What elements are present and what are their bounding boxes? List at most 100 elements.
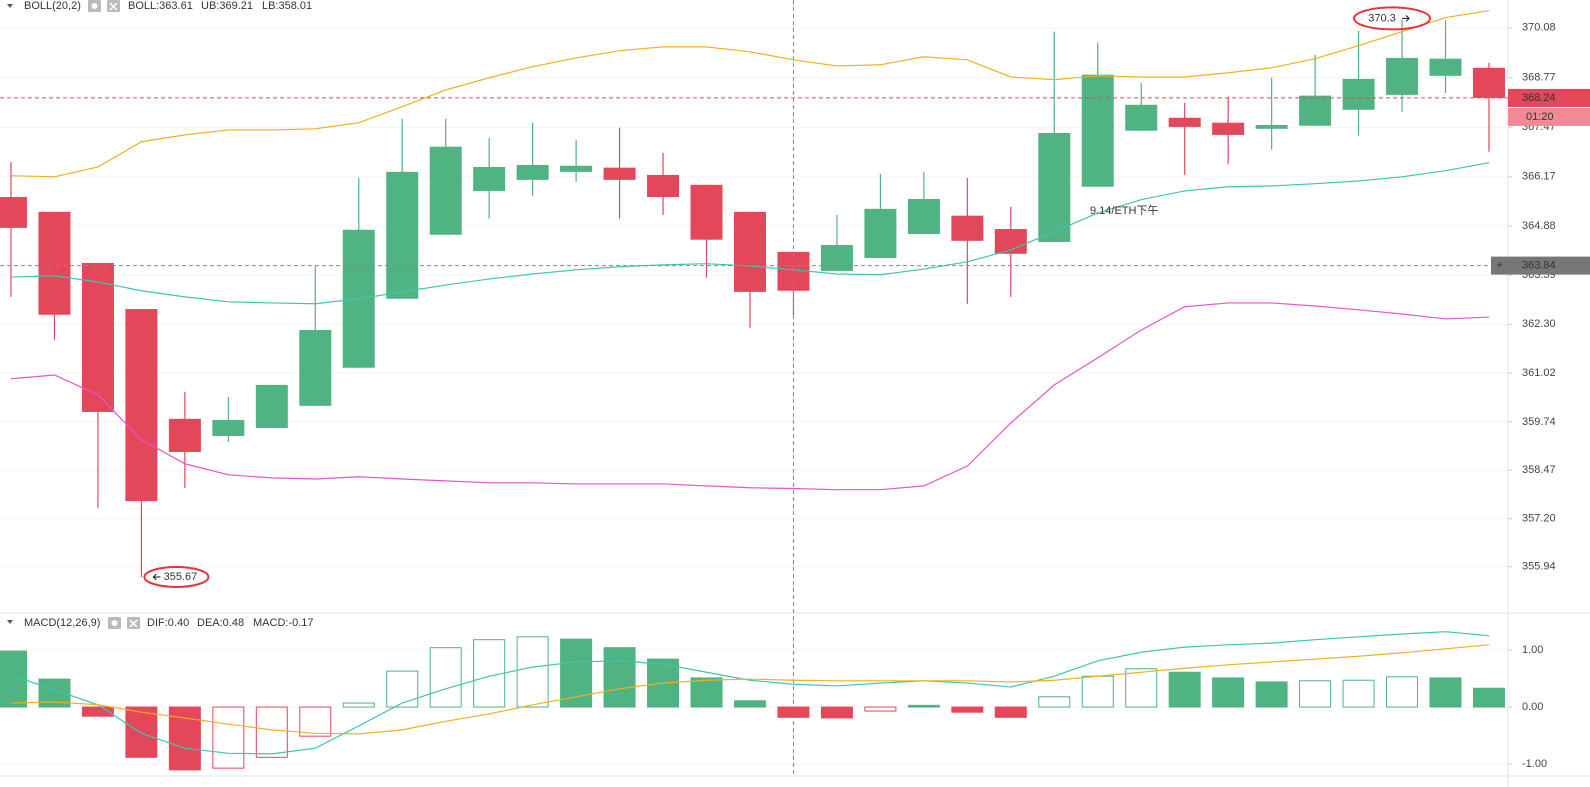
macd-bar <box>0 650 27 708</box>
high-marker-label: 370.3 <box>1368 12 1396 24</box>
low-marker-label: 355.67 <box>164 571 198 583</box>
candle-body <box>168 418 201 452</box>
macd-bar <box>125 706 158 758</box>
close-glyph <box>129 619 138 628</box>
legend-entry: UB:369.21 <box>201 0 253 12</box>
macd-bar <box>1386 676 1419 708</box>
y-tick-label: 370.08 <box>1522 22 1556 34</box>
macd-bar <box>81 706 114 717</box>
macd-bar <box>907 704 940 708</box>
collapse-icon[interactable] <box>7 4 13 8</box>
collapse-icon[interactable] <box>7 620 13 624</box>
legend-entry: BOLL:363.61 <box>128 0 193 12</box>
annotation: 9.14/ETH下午 <box>1090 204 1158 217</box>
indicator-line <box>10 631 1490 755</box>
candle-body <box>820 245 853 271</box>
macd-bar <box>1125 668 1158 708</box>
macd-bar <box>560 638 593 708</box>
candle-body <box>1038 132 1071 242</box>
candle-body <box>516 165 549 180</box>
candle-body <box>1342 78 1375 110</box>
candle-body <box>429 146 462 235</box>
macd-bar <box>1472 687 1505 708</box>
candle-body <box>690 184 723 240</box>
low-marker-arrow <box>152 573 161 581</box>
settings-glyph <box>111 620 118 626</box>
candle-body <box>299 330 332 406</box>
indicator-line <box>10 644 1490 735</box>
macd-bar <box>820 706 853 719</box>
legend-entry: DEA:0.48 <box>197 617 244 629</box>
high-marker-arrow <box>1402 15 1410 22</box>
y-tick-label: 358.47 <box>1522 464 1556 476</box>
macd-bar <box>473 639 506 708</box>
y-tick-label: 366.17 <box>1522 171 1556 183</box>
macd-bar <box>516 636 549 708</box>
y-tick-label: 0.00 <box>1522 701 1543 713</box>
y-tick-label: 364.88 <box>1522 220 1556 232</box>
candle-body <box>0 197 27 228</box>
macd-bar <box>212 706 245 769</box>
candle-body <box>1255 124 1288 129</box>
y-tick-label: -1.00 <box>1522 758 1547 770</box>
macd-bar <box>342 702 375 708</box>
macd-bar <box>1081 675 1114 708</box>
macd-bar <box>690 677 723 708</box>
macd-bar <box>1299 680 1332 708</box>
indicator-line <box>10 10 1490 178</box>
candle-body <box>473 166 506 191</box>
indicator-line <box>10 302 1490 491</box>
high-marker-ring <box>1353 6 1432 31</box>
y-tick-label: 368.77 <box>1522 72 1556 84</box>
crosshair-button-label: + <box>1496 260 1502 272</box>
macd-bar <box>733 700 766 708</box>
macd-bar <box>299 706 332 737</box>
macd-bar <box>386 670 419 708</box>
macd-bar <box>603 647 636 708</box>
candle-body <box>81 262 114 412</box>
timer-label: 01:20 <box>1526 111 1554 123</box>
candle-body <box>1212 122 1245 135</box>
legend-entry: DIF:0.40 <box>147 617 189 629</box>
macd-bar <box>429 647 462 708</box>
legend-entry: MACD:-0.17 <box>253 617 314 629</box>
candle-body <box>1168 117 1201 127</box>
y-tick-label: 357.20 <box>1522 513 1556 525</box>
candle-body <box>603 167 636 180</box>
macd-bar <box>1429 677 1462 708</box>
candle-body <box>1125 104 1158 131</box>
candle-body <box>125 309 158 502</box>
indicator-title: MACD(12,26,9) <box>24 617 100 629</box>
crosshair-box <box>1508 256 1590 275</box>
candle-body <box>560 165 593 172</box>
y-tick-label: 362.30 <box>1522 318 1556 330</box>
candle-body <box>951 215 984 241</box>
candle-body <box>907 198 940 234</box>
y-tick-label: 359.74 <box>1522 416 1556 428</box>
low-marker-ring <box>143 565 210 588</box>
macd-bar <box>1212 677 1245 708</box>
macd-bar <box>1255 681 1288 708</box>
crosshair-button <box>1491 256 1508 275</box>
y-tick-label: 361.02 <box>1522 367 1556 379</box>
timer-box <box>1508 107 1590 126</box>
crosshair-label: 363.84 <box>1522 260 1556 272</box>
macd-bar <box>1342 679 1375 708</box>
macd-bar <box>1038 696 1071 708</box>
macd-bar <box>255 706 288 758</box>
candle-body <box>1472 67 1505 98</box>
indicator-title: BOLL(20,2) <box>24 0 81 12</box>
candle-body <box>212 419 245 436</box>
close-glyph <box>109 2 118 11</box>
settings-glyph <box>91 3 98 9</box>
candle-body <box>647 174 680 198</box>
macd-bar <box>1168 671 1201 708</box>
candle-body <box>386 171 419 299</box>
last-price-box <box>1508 88 1590 107</box>
candle-body <box>864 208 897 258</box>
last-price-label: 368.24 <box>1522 92 1556 104</box>
y-tick-label: 355.94 <box>1522 561 1556 573</box>
candle-body <box>38 211 71 315</box>
